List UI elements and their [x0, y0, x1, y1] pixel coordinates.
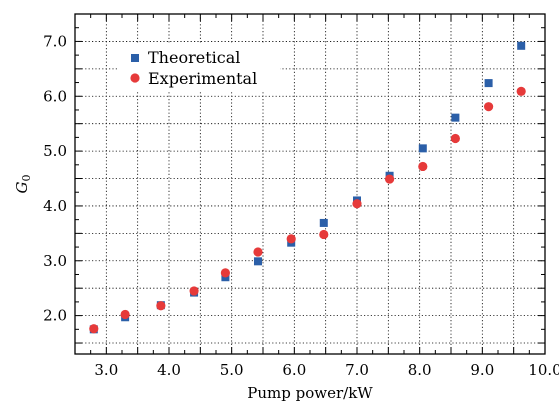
experimental-point — [516, 86, 526, 96]
legend-marker-experimental — [130, 73, 140, 83]
x-tick-label: 5.0 — [220, 361, 244, 379]
x-tick-label: 4.0 — [157, 361, 181, 379]
x-tick-label: 10.0 — [528, 361, 559, 379]
y-axis-label-main: G — [13, 181, 31, 193]
legend-label-theoretical: Theoretical — [148, 48, 240, 67]
legend-label-experimental: Experimental — [148, 69, 257, 88]
x-axis-label: Pump power/kW — [247, 384, 373, 402]
experimental-point — [352, 199, 362, 209]
x-tick-label: 9.0 — [470, 361, 494, 379]
y-axis-label-subscript: 0 — [20, 175, 33, 182]
experimental-point — [286, 234, 296, 244]
experimental-point — [89, 324, 99, 334]
tick-labels: 3.0 4.0 5.0 6.0 7.0 8.0 9.0 10.0 2.0 3.0 4.0 5.0 6.0… — [43, 32, 559, 379]
y-tick-label: 3.0 — [43, 252, 67, 270]
x-tick-label: 3.0 — [94, 361, 118, 379]
y-tick-label: 7.0 — [43, 32, 67, 50]
experimental-point — [384, 174, 395, 184]
y-axis-label: G0 — [13, 175, 33, 194]
theoretical-point — [418, 144, 427, 153]
theoretical-point — [517, 41, 526, 50]
experimental-point — [319, 229, 329, 240]
experimental-point — [484, 102, 494, 112]
experimental-point — [156, 301, 166, 311]
legend-background — [118, 44, 280, 92]
legend-marker-theoretical — [131, 54, 139, 62]
y-tick-label: 6.0 — [43, 87, 67, 105]
data-markers — [89, 41, 526, 334]
theoretical-point — [484, 79, 493, 88]
x-tick-label: 6.0 — [282, 361, 306, 379]
x-tick-label: 8.0 — [408, 361, 432, 379]
experimental-point — [189, 286, 199, 296]
x-tick-label: 7.0 — [345, 361, 369, 379]
experimental-point — [253, 247, 263, 257]
experimental-point — [120, 309, 130, 320]
experimental-point — [450, 133, 460, 144]
theoretical-point — [253, 257, 262, 266]
plot-frame — [74, 13, 546, 355]
y-tick-label: 2.0 — [43, 307, 67, 325]
experimental-point — [220, 268, 230, 278]
legend: Theoretical Experimental — [118, 44, 280, 92]
y-tick-label: 5.0 — [43, 142, 67, 160]
theoretical-point — [319, 218, 328, 227]
theoretical-point — [451, 113, 460, 122]
experimental-point — [418, 161, 428, 172]
y-tick-label: 4.0 — [43, 197, 67, 215]
